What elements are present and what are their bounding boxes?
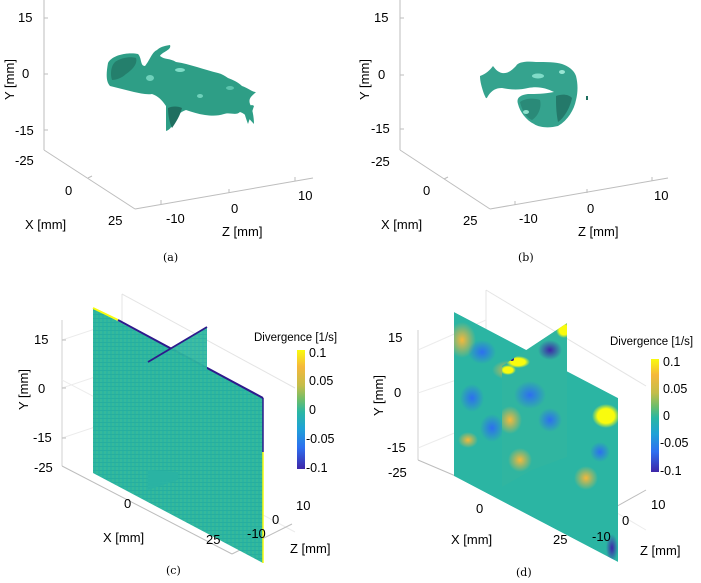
z-tick-neg10: -10 <box>166 211 185 226</box>
z-axis-label: Z [mm] <box>640 543 681 558</box>
panel-d: 15 0 -15 Y [mm] -25 0 25 X [mm] -10 0 10… <box>350 280 701 583</box>
axes-3d-a <box>43 0 314 210</box>
x-tick-0: 0 <box>476 501 484 516</box>
slice-zy-c <box>147 326 208 490</box>
y-tick-15: 15 <box>388 330 403 345</box>
x-tick-0: 0 <box>65 183 73 198</box>
y-axis-label: Y [mm] <box>2 59 17 100</box>
z-axis-label: Z [mm] <box>578 224 619 239</box>
axes-3d-c <box>61 293 296 563</box>
y-tick-15: 15 <box>18 10 33 25</box>
colorbar-tick-0.1: 0.1 <box>309 346 327 360</box>
colorbar <box>297 350 305 469</box>
y-tick-0: 0 <box>378 67 386 82</box>
isosurface-b <box>480 61 588 128</box>
colorbar-title: Divergence [1/s] <box>610 336 694 348</box>
x-axis-label: X [mm] <box>25 217 67 232</box>
z-tick-neg10: -10 <box>247 526 266 541</box>
x-axis-label: X [mm] <box>103 530 145 545</box>
y-axis-label: Y [mm] <box>357 59 372 100</box>
z-tick-0: 0 <box>272 512 280 527</box>
y-axis-label: Y [mm] <box>16 369 31 410</box>
slice-zy-d <box>502 323 567 487</box>
colorbar-tick-0: 0 <box>663 409 670 423</box>
colorbar-tick-neg0.1: -0.1 <box>660 464 682 478</box>
axes-3d-d <box>417 289 647 562</box>
x-tick-neg25: -25 <box>371 154 390 169</box>
panel-b: 15 0 -15 Y [mm] -25 0 25 X [mm] -10 0 10… <box>350 0 701 270</box>
x-tick-0: 0 <box>124 496 132 511</box>
colorbar-tick-neg0.05: -0.05 <box>660 436 689 450</box>
x-tick-0: 0 <box>423 183 431 198</box>
axes-3d-b <box>399 0 669 210</box>
colorbar-tick-0.05: 0.05 <box>663 382 688 396</box>
caption-b: (b) <box>518 251 534 264</box>
x-axis-label: X [mm] <box>451 532 493 547</box>
colorbar-tick-0: 0 <box>309 403 316 417</box>
panel-a: 15 0 -15 Y [mm] -25 0 25 X [mm] -10 0 10… <box>0 0 350 270</box>
y-tick-0: 0 <box>38 381 46 396</box>
z-tick-10: 10 <box>654 188 669 203</box>
z-tick-0: 0 <box>622 513 630 528</box>
colorbar-tick-neg0.05: -0.05 <box>306 432 335 446</box>
y-tick-15: 15 <box>374 10 389 25</box>
y-tick-neg15: -15 <box>387 440 406 455</box>
colorbar-tick-neg0.1: -0.1 <box>306 461 328 475</box>
z-tick-10: 10 <box>651 497 666 512</box>
caption-d: (d) <box>516 566 532 579</box>
colorbar-title: Divergence [1/s] <box>254 332 338 344</box>
panel-c: 15 0 -15 Y [mm] -25 0 25 X [mm] -10 0 10… <box>0 280 350 583</box>
y-axis-label: Y [mm] <box>371 375 386 416</box>
z-tick-10: 10 <box>296 498 311 513</box>
z-tick-10: 10 <box>298 188 313 203</box>
colorbar-tick-0.1: 0.1 <box>663 355 681 369</box>
y-tick-neg15: -15 <box>33 430 52 445</box>
z-axis-label: Z [mm] <box>222 224 263 239</box>
x-tick-25: 25 <box>463 213 478 228</box>
x-tick-neg25: -25 <box>34 460 53 475</box>
isosurface-a <box>106 45 256 131</box>
x-tick-25: 25 <box>108 213 123 228</box>
x-tick-neg25: -25 <box>15 153 34 168</box>
y-tick-neg15: -15 <box>371 121 390 136</box>
x-axis-label: X [mm] <box>381 217 423 232</box>
colorbar-tick-0.05: 0.05 <box>309 374 334 388</box>
y-tick-neg15: -15 <box>15 123 34 138</box>
z-tick-neg10: -10 <box>592 529 611 544</box>
z-axis-label: Z [mm] <box>290 541 331 556</box>
z-tick-0: 0 <box>587 201 595 216</box>
x-tick-neg25: -25 <box>388 465 407 480</box>
y-tick-0: 0 <box>22 66 30 81</box>
caption-a: (a) <box>163 251 179 264</box>
x-tick-25: 25 <box>206 532 221 547</box>
z-tick-0: 0 <box>231 201 239 216</box>
x-tick-25: 25 <box>553 532 568 547</box>
caption-c: (c) <box>166 564 181 577</box>
z-tick-neg10: -10 <box>519 211 538 226</box>
y-tick-0: 0 <box>394 385 402 400</box>
colorbar <box>651 359 659 472</box>
y-tick-15: 15 <box>34 332 49 347</box>
